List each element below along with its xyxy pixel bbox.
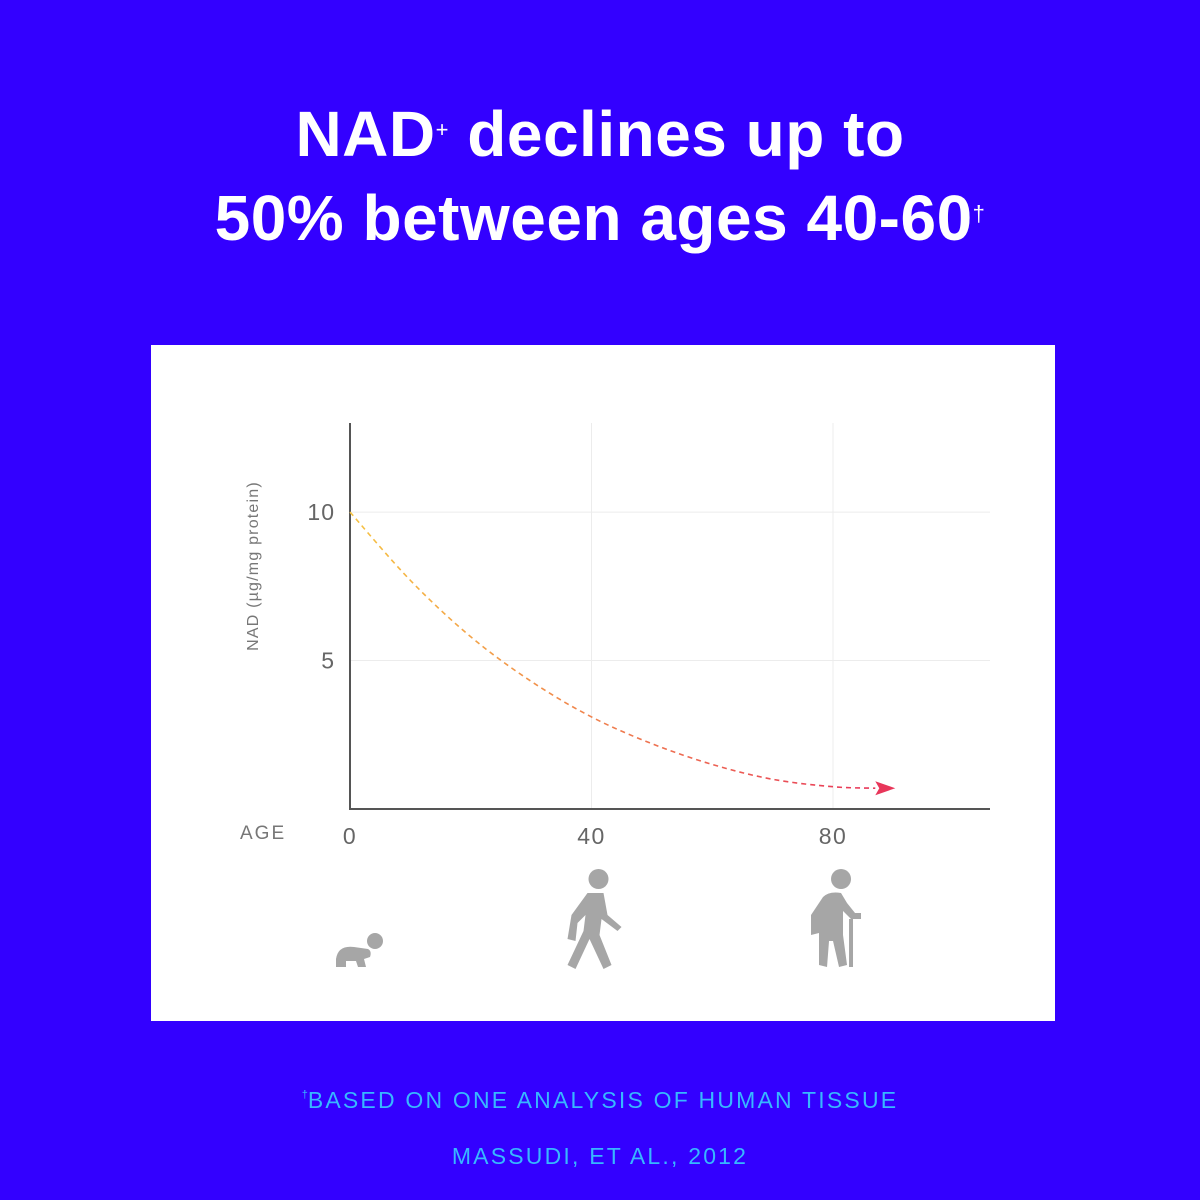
footnote-line-2: MASSUDI, ET AL., 2012: [451, 1143, 749, 1169]
footnote-dagger: †: [301, 1089, 308, 1101]
headline-dagger: †: [972, 201, 986, 226]
headline-line-2-text: 50% between ages 40-60: [214, 182, 973, 254]
footnote-source: †BASED ON ONE ANALYSIS OF HUMAN TISSUE: [0, 1087, 1200, 1114]
nad-decline-chart: 10 5 0 40 80 NAD (µg/mg protein) AGE: [240, 423, 990, 969]
baby-crawling-icon: [336, 933, 383, 967]
y-axis-label: NAD (µg/mg protein): [245, 481, 262, 651]
chart-labels: NAD (µg/mg protein) AGE: [240, 481, 286, 844]
x-axis-label: AGE: [240, 823, 286, 844]
headline: NAD+ declines up to 50% between ages 40-…: [0, 92, 1200, 260]
headline-line-1: NAD+ declines up to: [0, 92, 1200, 176]
x-tick-label-80: 80: [819, 823, 848, 849]
footnote-line-1: BASED ON ONE ANALYSIS OF HUMAN TISSUE: [307, 1087, 899, 1113]
chart-ticks: 10 5 0 40 80: [307, 499, 848, 849]
headline-line-1-text: declines up to: [448, 98, 905, 170]
series-arrowhead: [875, 781, 896, 796]
y-tick-label-10: 10: [307, 499, 335, 525]
x-tick-label-40: 40: [577, 823, 606, 849]
x-tick-label-0: 0: [343, 823, 357, 849]
person-walking-icon: [567, 869, 622, 969]
headline-line-2: 50% between ages 40-60†: [0, 176, 1200, 260]
y-tick-label-5: 5: [321, 648, 335, 674]
chart-card: 10 5 0 40 80 NAD (µg/mg protein) AGE: [151, 345, 1055, 1021]
series-line-0: [349, 511, 876, 790]
elderly-person-cane-icon: [811, 869, 862, 967]
footnote-citation: MASSUDI, ET AL., 2012: [0, 1143, 1200, 1170]
headline-superscript-plus: +: [435, 117, 449, 142]
chart-grid: [350, 423, 990, 809]
headline-nad: NAD: [295, 98, 436, 170]
chart-icons: [336, 869, 862, 969]
chart-axes: [349, 423, 990, 810]
chart-series: [349, 511, 896, 796]
